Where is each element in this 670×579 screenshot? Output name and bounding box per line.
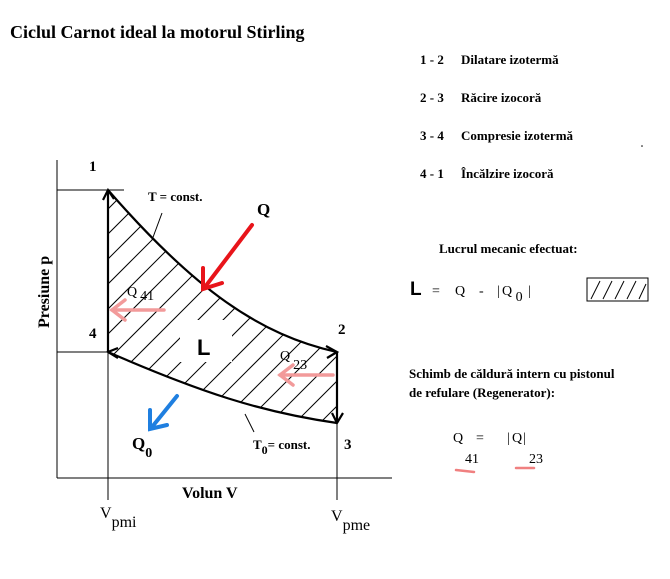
q0-label: Q0 [132,434,152,461]
legend-item-text: Încălzire izocoră [461,166,554,181]
arrowhead-2 [325,345,340,359]
arrowhead-1 [102,187,115,201]
heat-in-arrow [201,223,254,292]
q41-label: Q 41 [127,285,154,304]
work-heading: Lucrul mecanic efectuat: [439,241,578,256]
legend-item-num: 4 - 1 [420,166,444,181]
q23-label: Q23 [280,349,307,373]
point-1-label: 1 [89,159,97,175]
heat-q23-arrow [277,363,335,387]
arrowhead-3 [331,412,344,426]
work-label: L [197,335,210,360]
page-title: Ciclul Carnot ideal la motorul Stirling [10,22,305,42]
cycle-outline [102,187,344,426]
isotherm-cold-3-4 [107,350,338,425]
regen-line-1: Schimb de căldură intern cu pistonul [409,366,615,381]
x-axis-label: Volun V [182,485,238,502]
legend-item-text: Răcire izocoră [461,90,542,105]
regen-sub-23: 23 [529,452,543,467]
arrowhead-4 [105,346,119,359]
legend-item-num: 2 - 3 [420,90,444,105]
regen-equation: Q = | Q | [453,431,526,446]
hot-isotherm-label: T = const. [148,189,202,204]
work-equation: L = Q - | Q 0 | [410,279,531,305]
y-axis-label: Presiune p [36,256,53,328]
process-legend: 1 - 2 Dilatare izotermă 2 - 3 Răcire izo… [420,52,574,181]
legend-item-num: 3 - 4 [420,128,444,143]
hot-isotherm-leader [151,212,163,241]
point-4-label: 4 [89,326,97,342]
heat-q-label: Q [257,200,270,219]
legend-item-text: Compresie izotermă [461,128,574,143]
work-area-hatching [108,190,337,423]
regen-underlines [454,466,536,474]
regen-line-2: de refulare (Regenerator): [409,385,555,400]
work-label-bg [180,320,232,362]
cold-isotherm-leader [244,413,255,433]
cold-isotherm-label: T0= const. [253,437,310,457]
point-3-label: 3 [344,437,352,453]
v-pme-label: Vpme [331,508,370,534]
stray-dot [641,145,643,147]
legend-item-num: 1 - 2 [420,52,444,67]
hatched-area-symbol [586,277,649,302]
v-pmi-label: Vpmi [100,505,137,531]
point-2-label: 2 [338,322,346,338]
heat-out-arrow [148,394,179,432]
isotherm-hot-1-2 [107,189,338,354]
heat-q41-arrow [109,298,166,322]
regen-sub-41: 41 [465,452,479,467]
legend-item-text: Dilatare izotermă [461,52,559,67]
